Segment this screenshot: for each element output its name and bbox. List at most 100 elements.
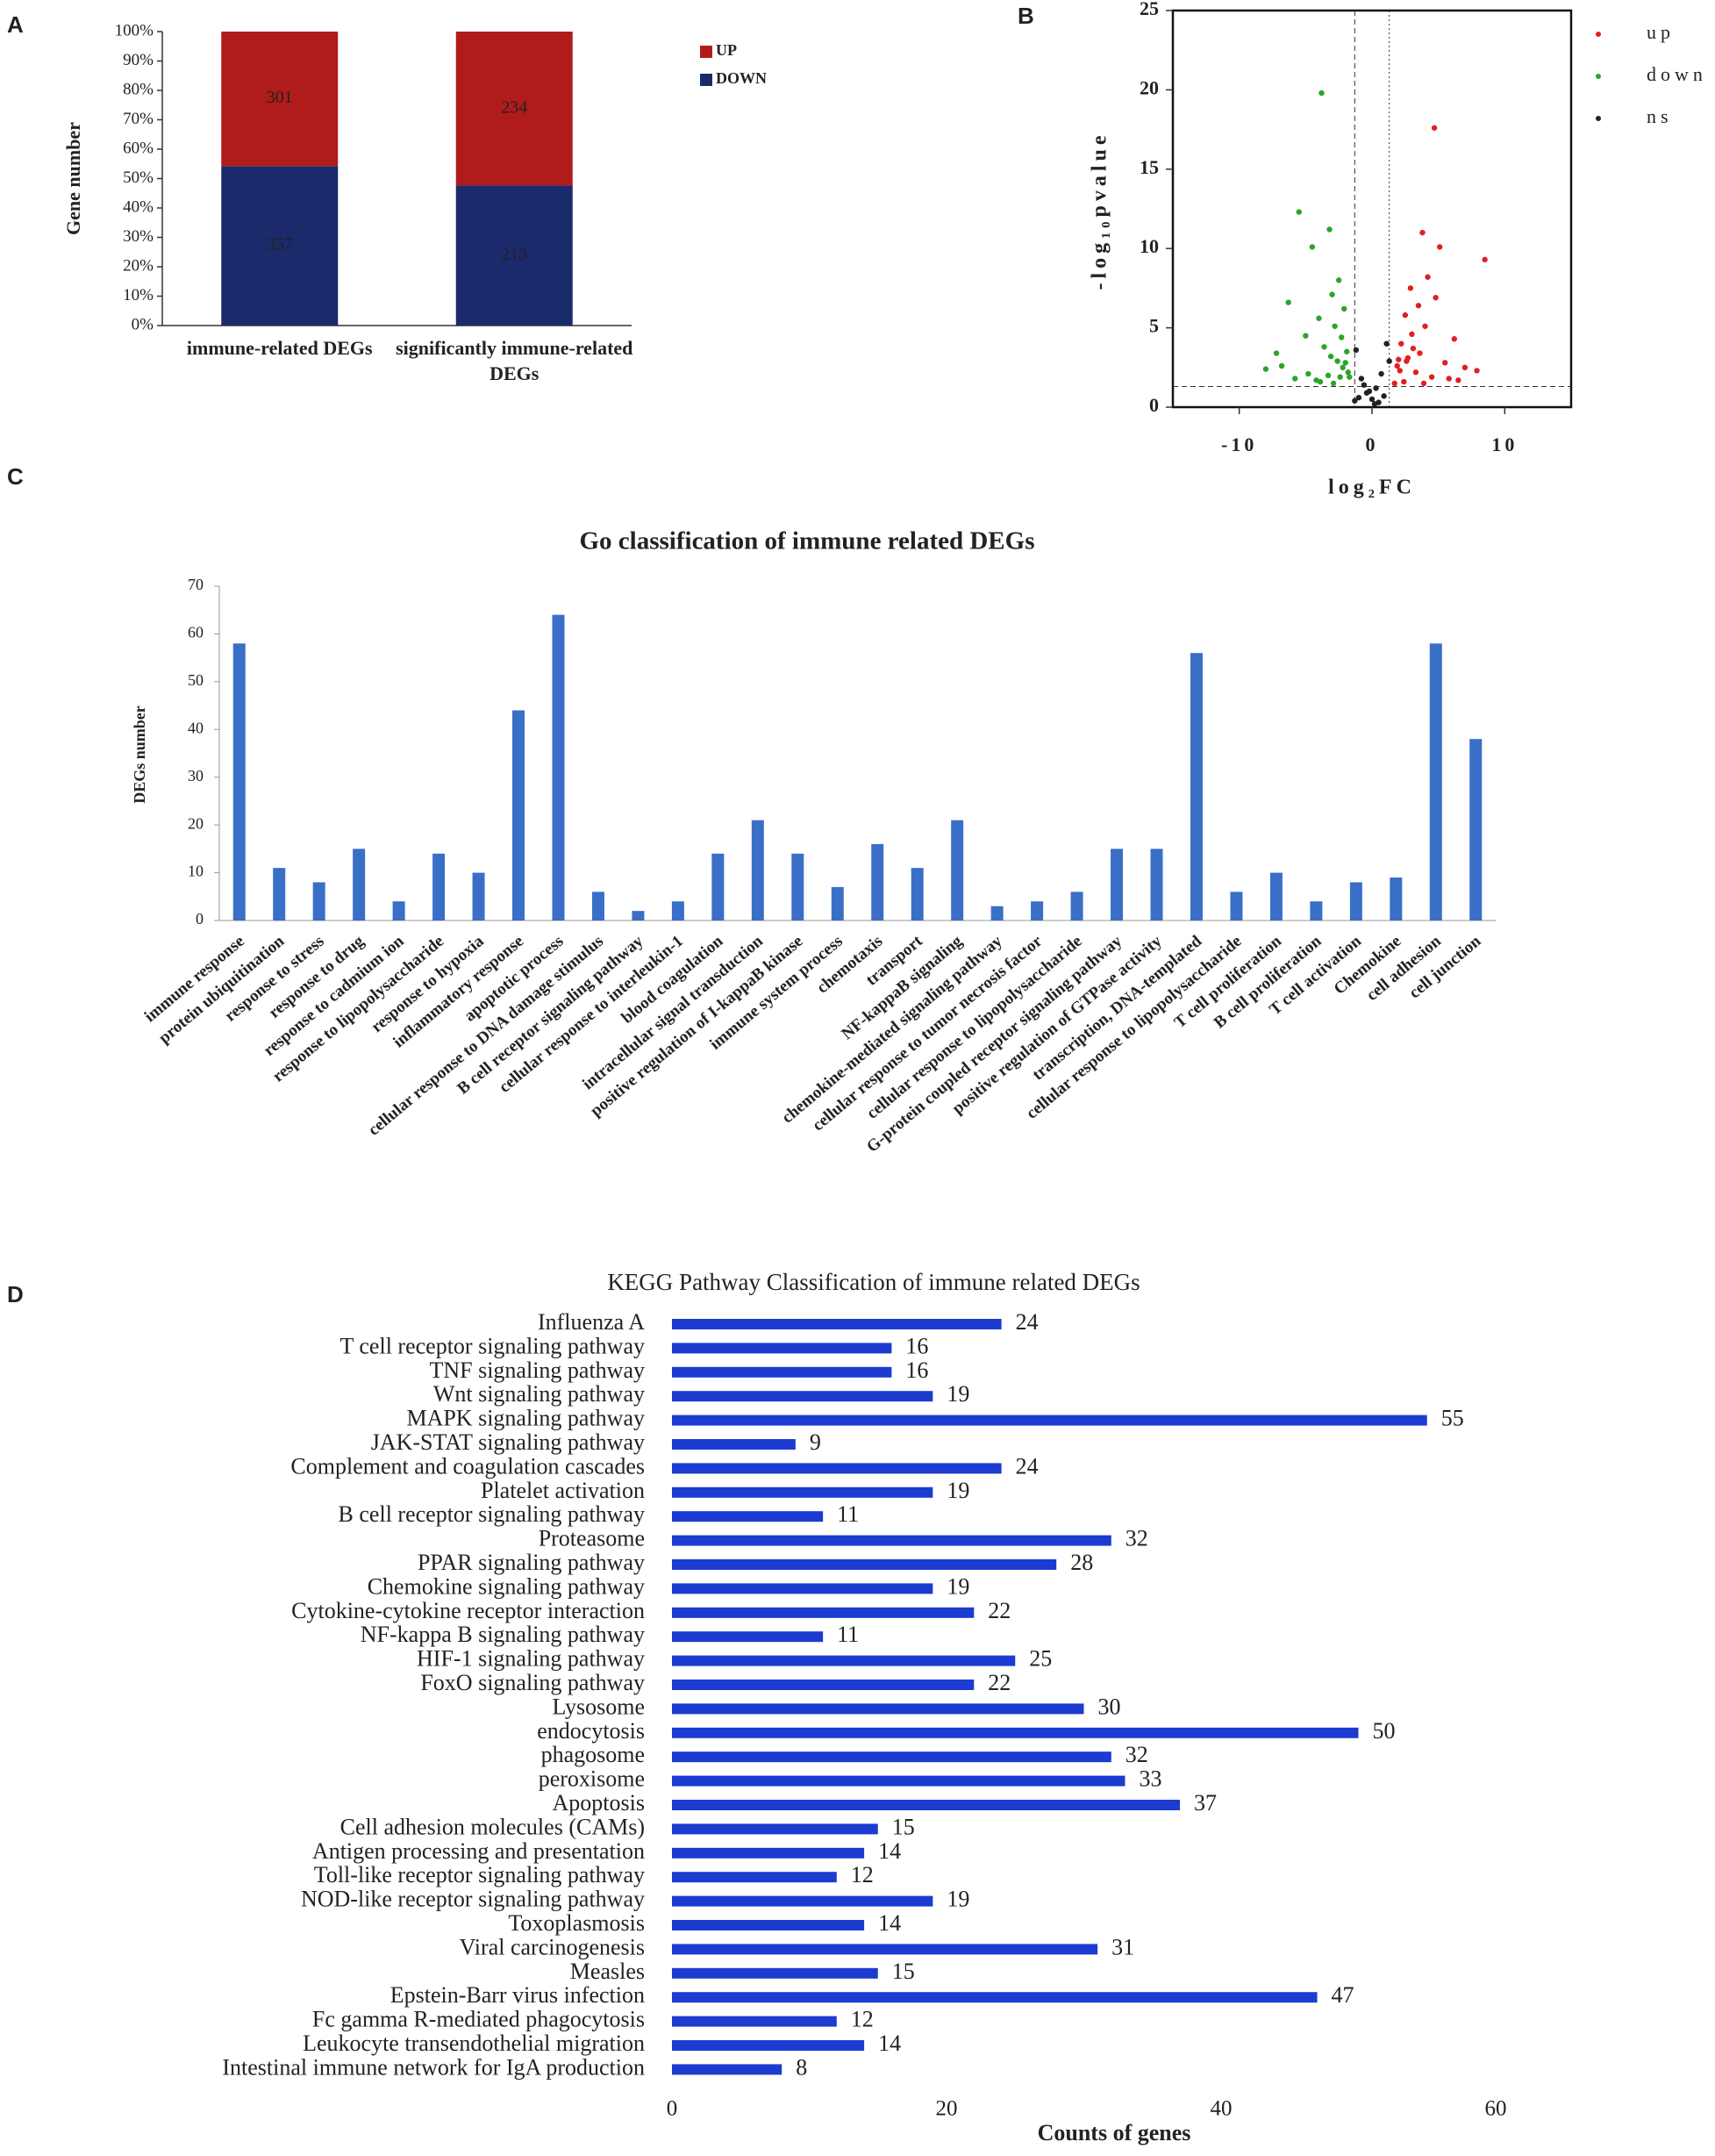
- point: [1415, 303, 1422, 309]
- point: [1402, 312, 1409, 319]
- panel-letter: B: [1018, 3, 1034, 29]
- point: [1321, 344, 1327, 350]
- bar: [672, 1486, 933, 1498]
- legend-dot: [1596, 116, 1601, 121]
- value-label: 47: [1332, 1982, 1354, 2008]
- bar: [1070, 892, 1083, 920]
- x-tick-text: immune-related DEGs: [186, 337, 373, 359]
- bar: [1031, 901, 1044, 920]
- value-label: 234: [501, 97, 527, 117]
- x-tick-label: 0: [667, 2097, 678, 2121]
- bar: [672, 1920, 865, 1930]
- bar: [672, 2040, 865, 2051]
- point: [1335, 277, 1342, 283]
- point: [1398, 340, 1404, 347]
- bar: [1349, 882, 1362, 920]
- value-label: 11: [837, 1501, 859, 1527]
- y-tick-label: 25: [1140, 0, 1159, 19]
- y-tick-label: 80%: [123, 80, 154, 98]
- y-tick-label: 10%: [123, 286, 154, 304]
- chart-title: Go classification of immune related DEGs: [579, 527, 1034, 555]
- y-tick-label: 70%: [123, 110, 154, 128]
- bar: [711, 853, 725, 920]
- bar: [432, 853, 446, 920]
- point: [1431, 125, 1438, 131]
- bar: [672, 1511, 824, 1522]
- y-tick-label: Apoptosis: [553, 1790, 645, 1816]
- bar: [232, 643, 246, 920]
- value-label: 19: [947, 1478, 969, 1503]
- legend-label: up: [1647, 21, 1675, 43]
- value-label: 15: [892, 1814, 915, 1839]
- y-axis-label: -log₁₀pvalue: [1089, 131, 1111, 290]
- point: [1409, 331, 1415, 338]
- y-tick-label: peroxisome: [539, 1766, 645, 1792]
- y-tick-label: Toll-like receptor signaling pathway: [314, 1862, 645, 1887]
- x-tick-label: 10: [1491, 433, 1518, 455]
- y-tick-label: 0: [1149, 394, 1159, 416]
- value-label: 301: [267, 88, 293, 107]
- point: [1338, 334, 1345, 340]
- bar: [672, 1895, 933, 1907]
- bar: [672, 1680, 975, 1690]
- point: [1422, 323, 1428, 329]
- bar: [672, 1607, 975, 1618]
- bar: [672, 1800, 1181, 1810]
- bar: [672, 1319, 1002, 1329]
- bar: [672, 1535, 1111, 1546]
- bar: [672, 1872, 837, 1883]
- value-label: 8: [796, 2054, 807, 2080]
- bar: [1111, 849, 1124, 920]
- x-axis-label: log₂FC: [1328, 476, 1416, 499]
- bar: [1310, 901, 1323, 920]
- legend-label: UP: [716, 41, 737, 59]
- point: [1332, 323, 1338, 329]
- point: [1303, 333, 1309, 339]
- point: [1451, 336, 1458, 342]
- value-label: 30: [1098, 1694, 1121, 1719]
- x-tick-label: 0: [1366, 433, 1379, 455]
- y-tick-label: 70: [188, 576, 204, 593]
- y-tick-label: 50%: [123, 168, 154, 187]
- point: [1305, 370, 1311, 377]
- bar: [632, 911, 645, 920]
- bar: [672, 1992, 1318, 2003]
- y-tick-label: Leukocyte transendothelial migration: [303, 2031, 645, 2056]
- bar: [672, 1463, 1002, 1474]
- point: [1292, 376, 1298, 382]
- bar: [672, 1944, 1098, 1955]
- value-label: 357: [267, 235, 293, 254]
- bar: [312, 882, 325, 920]
- y-tick-label: HIF-1 signaling pathway: [417, 1646, 645, 1672]
- plot-frame: [1171, 9, 1573, 409]
- point: [1327, 353, 1334, 360]
- point: [1296, 209, 1302, 215]
- point: [1401, 378, 1407, 385]
- point: [1366, 388, 1373, 395]
- y-tick-label: Chemokine signaling pathway: [368, 1573, 645, 1599]
- point: [1318, 90, 1325, 97]
- bar: [392, 901, 405, 920]
- y-tick-label: JAK-STAT signaling pathway: [371, 1429, 645, 1455]
- point: [1436, 244, 1443, 250]
- value-label: 33: [1139, 1766, 1161, 1792]
- value-label: 11: [837, 1622, 859, 1647]
- legend-label: ns: [1647, 105, 1673, 127]
- x-tick-label: immune-related DEGs: [186, 337, 373, 359]
- point: [1316, 315, 1322, 321]
- y-tick-label: 10: [188, 863, 204, 880]
- point: [1383, 340, 1390, 347]
- point: [1397, 368, 1403, 374]
- bar: [512, 710, 525, 920]
- value-label: 14: [878, 1910, 901, 1936]
- point: [1325, 372, 1332, 379]
- bar: [552, 614, 565, 920]
- y-tick-label: TNF signaling pathway: [429, 1357, 645, 1383]
- y-tick-label: Platelet activation: [481, 1478, 645, 1503]
- point: [1407, 285, 1414, 291]
- bar: [672, 1703, 1084, 1715]
- value-label: 25: [1029, 1646, 1052, 1672]
- value-label: 12: [851, 1862, 874, 1887]
- point: [1381, 393, 1387, 399]
- legend-dot: [1596, 74, 1601, 79]
